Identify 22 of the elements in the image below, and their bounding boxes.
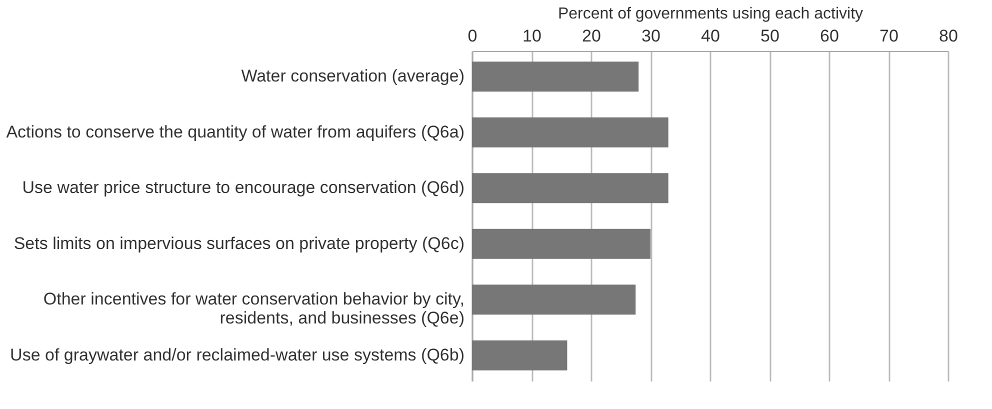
x-axis-title: Percent of governments using each activity: [558, 6, 864, 22]
y-tick-label: Sets limits on impervious surfaces on private property (Q6c): [14, 234, 464, 253]
bar: [472, 340, 568, 370]
y-tick-label: Actions to conserve the quantity of water from aquifers (Q6a): [6, 122, 464, 142]
x-tick-label: 80: [939, 26, 958, 46]
bar: [472, 117, 668, 148]
bar: [472, 62, 639, 92]
x-tick-label: 60: [820, 26, 839, 46]
y-tick-label: Use water price structure to encourage conservation (Q6d): [22, 178, 464, 198]
bar: [472, 228, 650, 259]
x-tick-label: 20: [582, 26, 601, 46]
y-tick-label: Use of graywater and/or reclaimed-water use systems (Q6b): [10, 345, 464, 364]
x-tick-label: 50: [760, 26, 780, 46]
y-tick-label: Water conservation (average): [241, 66, 464, 86]
bar: [472, 173, 668, 204]
x-tick-label: 30: [642, 26, 660, 46]
bar: [472, 284, 636, 315]
x-tick-label: 70: [880, 26, 898, 46]
y-tick-label: Other incentives for water conservation behavior by city, residents, and businesses (Q6e): [43, 290, 464, 328]
x-tick-label: 10: [522, 26, 542, 46]
x-tick-label: 0: [468, 26, 478, 46]
x-tick-label: 40: [701, 26, 720, 46]
